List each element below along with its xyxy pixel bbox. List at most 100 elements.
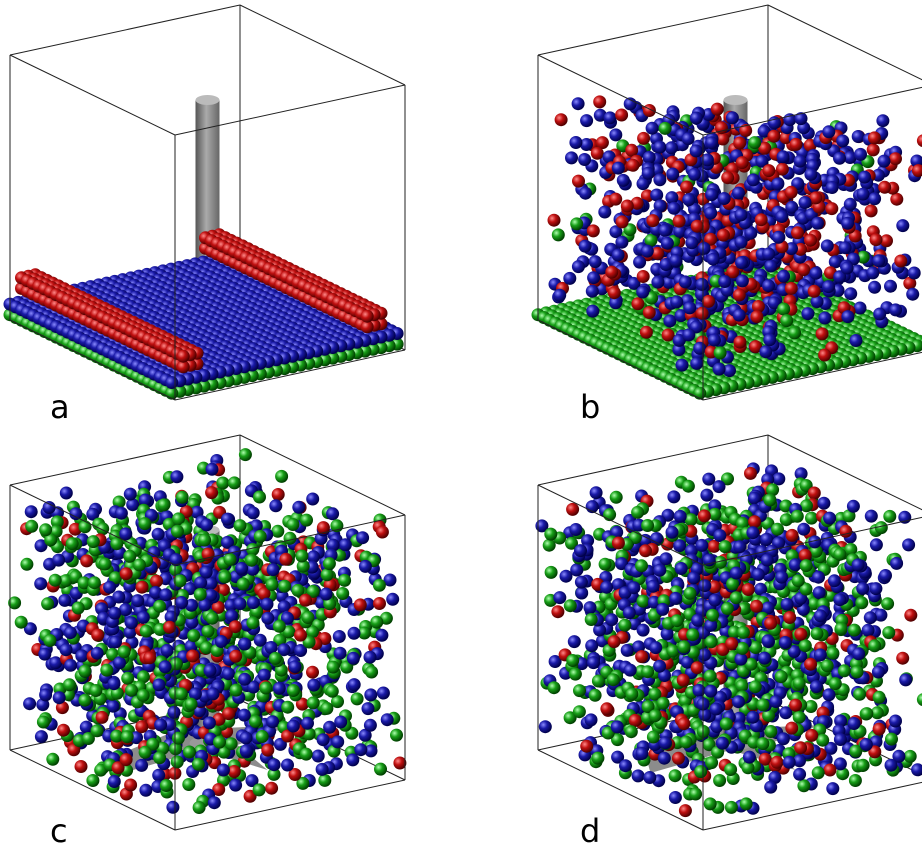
particle xyxy=(96,711,109,724)
particles xyxy=(532,95,922,399)
particle xyxy=(124,488,137,501)
particle xyxy=(222,707,235,720)
panel xyxy=(8,435,406,830)
particle xyxy=(878,181,891,194)
particle xyxy=(785,186,798,199)
particle xyxy=(88,576,101,589)
particle xyxy=(617,174,630,187)
particle xyxy=(108,677,121,690)
particle xyxy=(889,152,902,165)
particle xyxy=(690,112,703,125)
particle xyxy=(138,517,151,530)
particle xyxy=(865,204,878,217)
particle xyxy=(279,553,292,566)
particle xyxy=(91,647,104,660)
particle xyxy=(386,593,399,606)
particle xyxy=(254,634,267,647)
particle xyxy=(726,111,739,124)
particle xyxy=(653,173,666,186)
particle xyxy=(273,620,286,633)
particle xyxy=(552,228,565,241)
particle xyxy=(23,697,36,710)
particle xyxy=(777,150,790,163)
panel xyxy=(532,5,922,400)
particle xyxy=(364,651,377,664)
particle xyxy=(714,346,727,359)
particle xyxy=(822,125,835,138)
particle xyxy=(275,470,288,483)
particle xyxy=(666,168,679,181)
particle xyxy=(234,519,247,532)
particle xyxy=(307,679,320,692)
particle xyxy=(794,155,807,168)
particle xyxy=(356,531,369,544)
box-edge xyxy=(240,5,405,85)
particle xyxy=(320,702,333,715)
particle xyxy=(79,694,92,707)
particle xyxy=(87,535,100,548)
particle xyxy=(377,687,390,700)
particle xyxy=(866,266,879,279)
particle xyxy=(878,155,891,168)
particle xyxy=(695,278,708,291)
particle xyxy=(152,769,165,782)
particle xyxy=(261,598,274,611)
particle xyxy=(748,136,761,149)
particle xyxy=(868,281,881,294)
particle xyxy=(825,202,838,215)
particle xyxy=(818,349,831,362)
particle xyxy=(254,530,267,543)
particle xyxy=(72,602,85,615)
particle xyxy=(327,661,340,674)
particle xyxy=(821,239,834,252)
particle xyxy=(711,103,724,116)
particle xyxy=(873,308,886,321)
particle xyxy=(808,285,821,298)
particle xyxy=(287,684,300,697)
particle xyxy=(109,635,122,648)
particle xyxy=(354,743,367,756)
particle xyxy=(60,487,73,500)
particle xyxy=(287,720,300,733)
particle xyxy=(258,669,271,682)
panel xyxy=(4,5,406,400)
particle xyxy=(640,326,653,339)
particle xyxy=(698,242,711,255)
particle xyxy=(221,513,234,526)
particle xyxy=(306,493,319,506)
particle xyxy=(826,181,839,194)
particle xyxy=(637,270,650,283)
particle xyxy=(833,152,846,165)
particle xyxy=(43,634,56,647)
particle xyxy=(370,616,383,629)
particle xyxy=(653,141,666,154)
particle xyxy=(351,692,364,705)
particle xyxy=(572,260,585,273)
particle xyxy=(734,336,747,349)
particle xyxy=(876,114,889,127)
particle xyxy=(112,591,125,604)
particle xyxy=(25,520,38,533)
particle xyxy=(841,310,854,323)
particle xyxy=(580,114,593,127)
particle xyxy=(38,648,51,661)
particle xyxy=(176,491,189,504)
particle xyxy=(20,558,33,571)
particle xyxy=(637,132,650,145)
particle xyxy=(96,522,109,535)
particle xyxy=(292,501,305,514)
particle xyxy=(312,750,325,763)
particle xyxy=(323,721,336,734)
particle xyxy=(224,553,237,566)
particle xyxy=(708,334,721,347)
particle xyxy=(651,276,664,289)
particle xyxy=(809,267,822,280)
particle xyxy=(278,580,291,593)
particle xyxy=(272,488,285,501)
particle xyxy=(316,763,329,776)
particle xyxy=(79,520,92,533)
particle xyxy=(555,113,568,126)
particle xyxy=(646,122,659,135)
particle xyxy=(844,198,857,211)
particle xyxy=(300,748,313,761)
